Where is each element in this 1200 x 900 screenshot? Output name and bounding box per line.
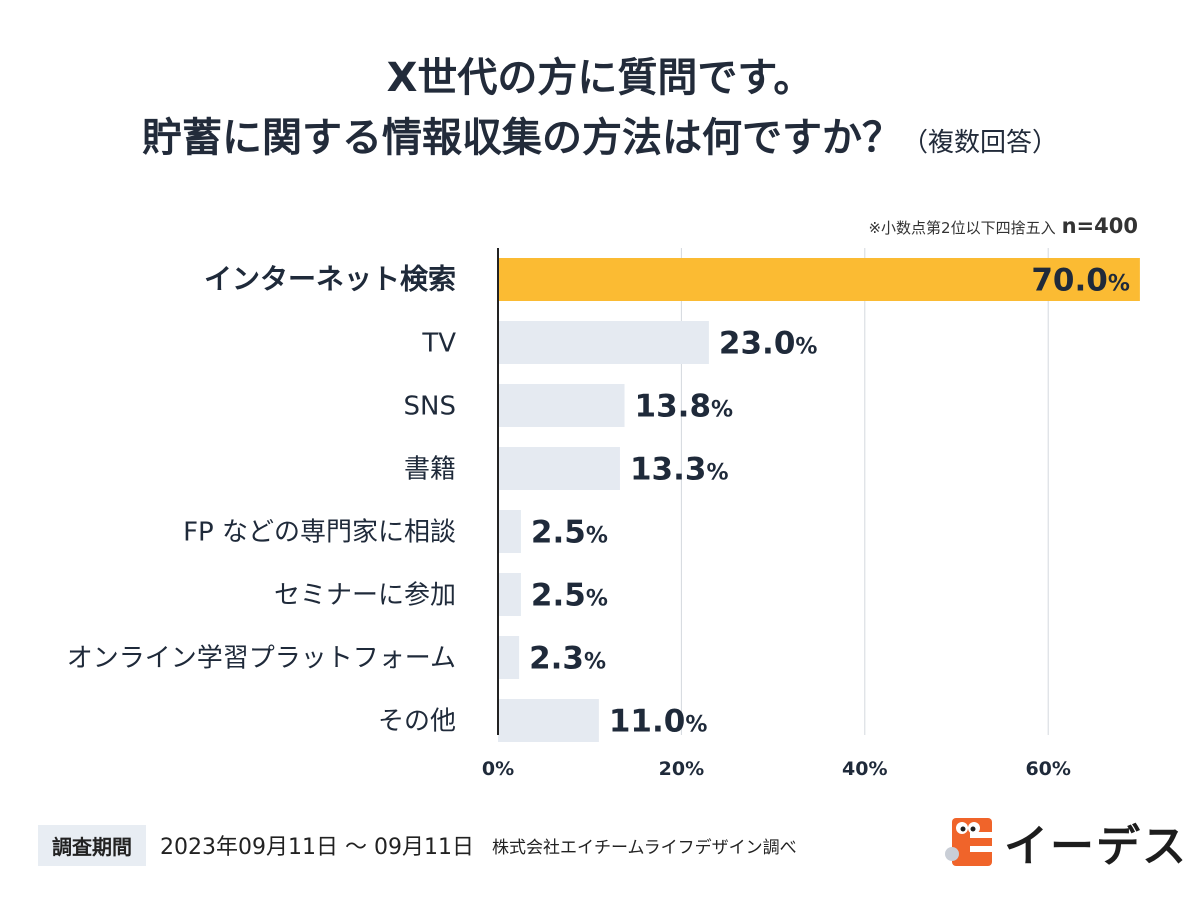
category-label: セミナーに参加 (274, 581, 456, 611)
brand-logo: イーデス (944, 810, 1188, 874)
bar (498, 636, 520, 679)
title-line-2: 貯蓄に関する情報収集の方法は何ですか？（複数回答） (0, 108, 1200, 173)
title-suffix: （複数回答） (901, 128, 1058, 158)
category-label: FP などの専門家に相談 (183, 518, 456, 548)
sample-size: n=400 (1061, 214, 1138, 238)
rounding-note: ※小数点第2位以下四捨五入 (868, 219, 1056, 237)
period-badge: 調査期間 (38, 824, 146, 866)
brand-mascot-icon (945, 818, 992, 866)
x-tick-label: 40% (842, 758, 887, 780)
data-label: 11.0% (609, 704, 708, 740)
x-tick-label: 60% (1025, 758, 1070, 780)
data-label: 13.8% (635, 389, 734, 425)
brand-name: イーデス (1004, 821, 1188, 872)
category-label: オンライン学習プラットフォーム (67, 644, 456, 674)
chart-title: X世代の方に質問です。 貯蓄に関する情報収集の方法は何ですか？（複数回答） (0, 48, 1200, 173)
title-line-1: X世代の方に質問です。 (386, 55, 814, 101)
data-label: 70.0% (1031, 263, 1130, 299)
category-label: TV (421, 329, 456, 359)
data-label: 13.3% (630, 452, 729, 488)
bar (498, 573, 521, 616)
bar-chart: 0% 20% 40% 60% インターネット検索 70.0% TV 23.0% SNS 13.8%… (67, 248, 1140, 780)
bar (498, 447, 620, 490)
data-label: 23.0% (719, 326, 818, 362)
bar (498, 321, 709, 364)
bar (498, 258, 1140, 301)
x-tick-label: 20% (659, 758, 704, 780)
survey-credit: 株式会社エイチームライフデザイン調べ (491, 837, 797, 858)
category-label: その他 (378, 707, 456, 737)
category-label: SNS (404, 392, 456, 422)
category-label: インターネット検索 (204, 263, 456, 296)
sample-note: ※小数点第2位以下四捨五入 n=400 (868, 214, 1138, 238)
title-question: 貯蓄に関する情報収集の方法は何ですか？ (141, 115, 902, 161)
survey-period: 2023年09月11日 〜 09月11日 (160, 835, 474, 860)
footer: 調査期間 2023年09月11日 〜 09月11日 株式会社エイチームライフデザ… (38, 824, 797, 866)
data-label: 2.3% (529, 641, 606, 677)
category-label: 書籍 (404, 455, 456, 485)
x-tick-label: 0% (482, 758, 514, 780)
data-label: 2.5% (531, 578, 608, 614)
bar (498, 384, 625, 427)
bar (498, 510, 521, 553)
data-label: 2.5% (531, 515, 608, 551)
bar (498, 699, 599, 742)
